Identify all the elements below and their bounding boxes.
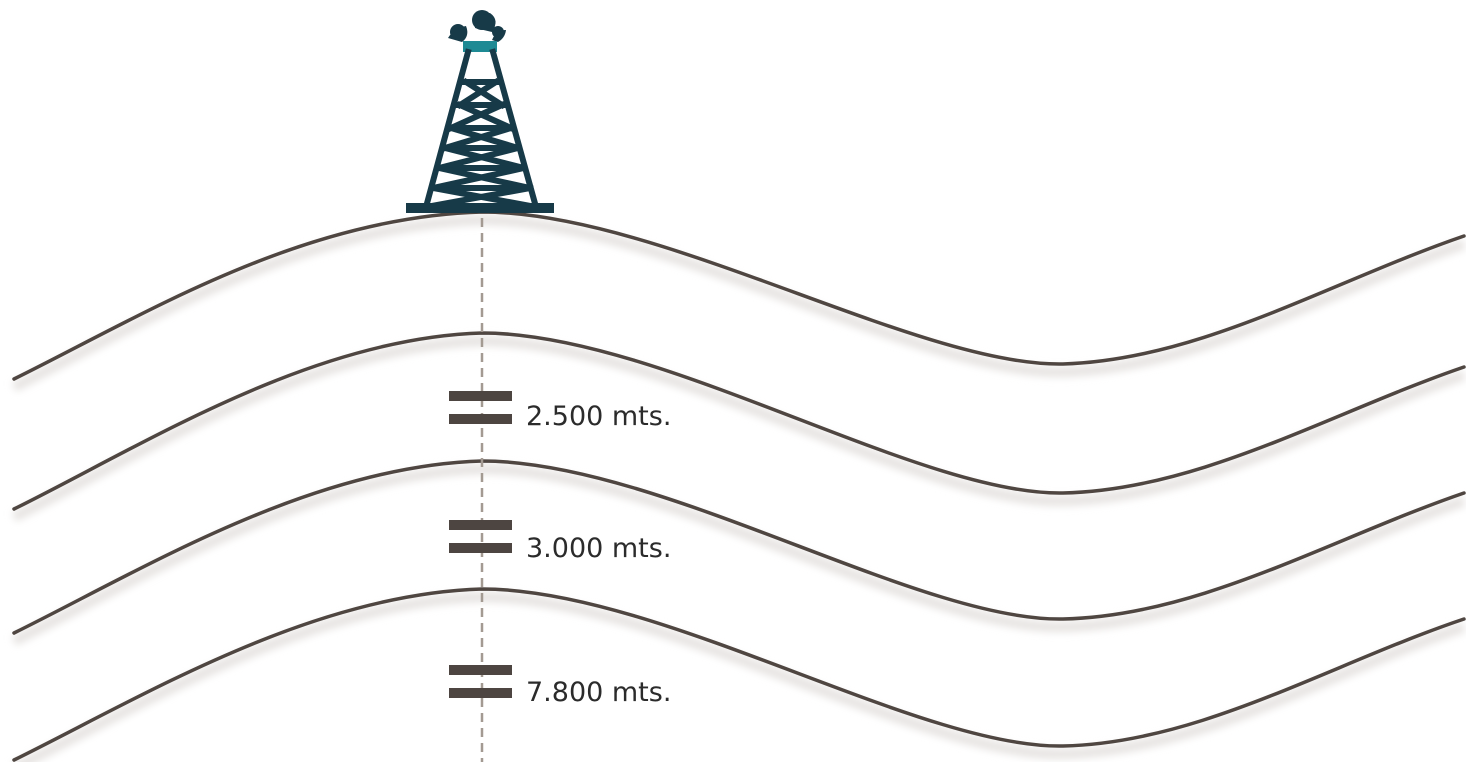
strata-shadow (11, 591, 1466, 766)
oil-derrick-gushing-icon (406, 10, 554, 213)
casing-marker-icon (449, 520, 512, 553)
strata-shadow (11, 335, 1466, 522)
strata-line-2 (12, 331, 1466, 511)
depth-markers: 2.500 mts. 3.000 mts. 7.800 mts. (449, 391, 671, 708)
strata-shadow (11, 463, 1466, 646)
casing-marker-icon (449, 665, 512, 698)
oil-gush-drops (448, 10, 506, 42)
strata-line-3 (12, 459, 1466, 635)
depth-marker: 3.000 mts. (449, 520, 671, 564)
depth-label: 3.000 mts. (526, 533, 671, 564)
casing-marker-icon (449, 391, 512, 424)
strata-shadow (11, 214, 1466, 392)
depth-label: 2.500 mts. (526, 401, 671, 432)
depth-label: 7.800 mts. (526, 677, 671, 708)
depth-marker: 2.500 mts. (449, 391, 671, 432)
rock-strata-layers (11, 210, 1466, 766)
strata-line-1 (12, 210, 1466, 381)
strata-line-4 (12, 587, 1466, 762)
depth-marker: 7.800 mts. (449, 665, 671, 708)
